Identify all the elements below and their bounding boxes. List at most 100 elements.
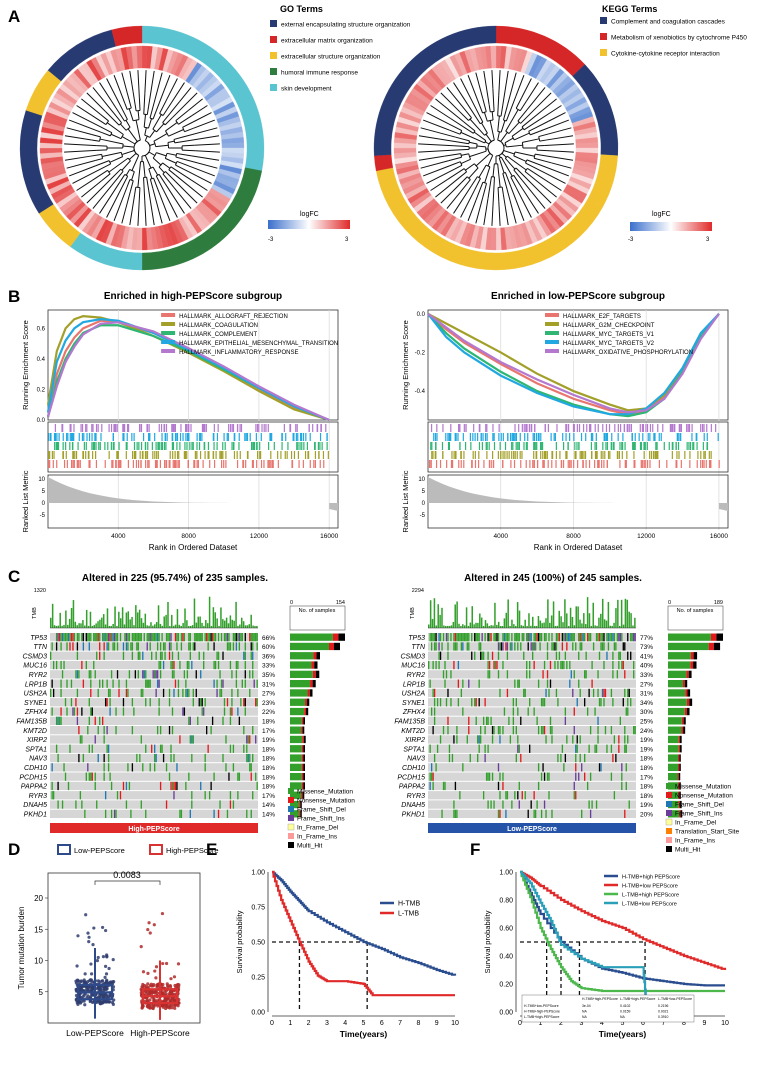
hit-tick [552,451,554,459]
count-bar-multi [338,633,345,641]
mutation-cell [182,688,184,698]
hit-tick [165,424,168,432]
mut-legend-label: Multi_Hit [675,847,700,854]
mutation-cell [506,651,509,660]
hit-tick [202,424,204,432]
dendrogram-branch [469,150,487,158]
data-point [160,911,165,916]
dendrogram-branch [148,190,155,226]
mutation-cell [597,633,599,642]
hit-tick [689,442,692,450]
count-bar-missense [668,745,679,753]
data-point [173,983,177,988]
hit-tick [198,442,201,450]
percent-label: 36% [262,653,275,660]
dendrogram-branch [144,155,152,169]
legend-swatch [545,340,559,344]
mutation-cell [597,735,599,744]
hit-tick [486,451,488,459]
hit-tick [207,451,209,459]
survival-curve [272,870,457,976]
dendrogram-arc [487,119,494,122]
mutation-cell [102,679,104,688]
matrix-row-bg [50,698,258,707]
mutation-cell [231,707,233,716]
data-point [89,972,94,976]
dendrogram-branch [524,171,532,178]
mutation-cell [110,633,113,642]
hit-tick [619,460,621,468]
mutation-cell [99,642,101,651]
mutation-cell [539,633,541,642]
count-bar-nonsense [312,670,316,678]
hit-tick [646,424,649,432]
mutation-cell [66,642,68,651]
count-bar-missense [290,698,306,706]
tmb-bar [581,623,583,628]
mutation-cell [161,651,163,660]
data-point [98,980,102,984]
mutation-cell [75,670,77,679]
dendrogram-arc [477,176,481,179]
tmb-bar [144,613,147,628]
mutation-cell [88,698,90,707]
mutation-cell [487,772,489,781]
mutation-cell [188,772,190,781]
hit-tick [296,442,298,450]
dendrogram-arc [167,142,170,149]
hit-tick [304,451,307,459]
mutation-cell [459,633,461,642]
hit-tick [135,460,138,468]
hit-tick [221,460,223,468]
mutation-cell [589,633,592,642]
tmb-bar [99,619,101,628]
matrix-row-bg [428,633,636,642]
mutation-cell [73,707,76,716]
mutation-cell [506,670,509,679]
mutation-cell [529,670,531,679]
dendrogram-branch [144,70,147,94]
dendrogram-branch [536,163,569,177]
dendrogram-branch [475,196,484,224]
mutation-cell [210,726,212,735]
data-point [81,994,85,999]
mut-legend-label: In_Frame_Del [297,825,339,832]
mutation-cell [173,781,175,791]
mutation-cell [445,698,448,707]
hit-tick [302,460,304,468]
dendrogram-branch [506,72,517,106]
dendrogram-branch [190,135,220,141]
tmb-bar [193,598,196,628]
mutation-cell [484,633,486,642]
table-cell: NA [582,1015,587,1019]
tmb-bar [65,610,67,628]
mutation-cell [82,633,85,642]
hit-tick [544,451,546,459]
data-point [78,1001,83,1005]
dendrogram-branch [536,92,552,108]
hit-tick [186,451,188,459]
dendrogram-branch [147,118,153,129]
hit-tick [183,451,185,459]
hit-tick [271,460,274,468]
dendrogram-branch [482,183,488,198]
mutation-cell [99,633,101,642]
tmb-bar [509,625,511,628]
hit-tick [253,442,256,450]
dendrogram-branch [159,98,168,114]
hit-tick [432,451,434,459]
hit-tick [622,433,624,441]
dendrogram-branch [449,161,461,167]
hit-tick [100,433,102,441]
hit-tick [124,424,126,432]
gene-label: MUC16 [401,663,425,670]
metric-tick: 10 [38,477,45,483]
mutation-cell [173,753,175,763]
dendrogram-branch [498,201,501,226]
mutation-cell [61,800,64,809]
mutation-cell [502,642,504,651]
mutation-cell [161,744,163,753]
mutation-cell [143,670,145,679]
hit-tick [448,433,450,441]
mutation-cell [442,781,445,791]
